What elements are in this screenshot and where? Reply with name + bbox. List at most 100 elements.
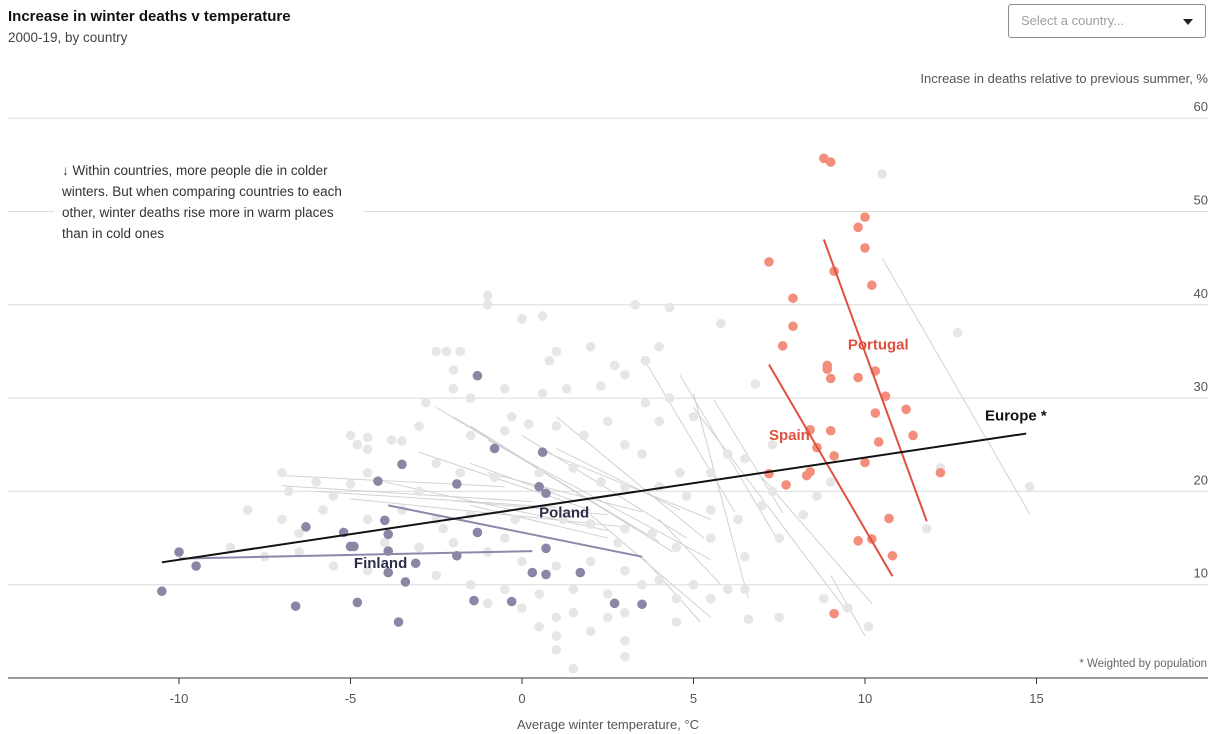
finland-point [393,617,404,627]
poland-point [541,488,551,499]
country-point [551,631,562,641]
country-point [482,300,493,310]
country-point [294,528,304,539]
europe-label: Europe * [985,407,1047,424]
country-point [654,575,664,585]
country-point [620,565,630,576]
y-tick-label: 60 [1194,99,1208,114]
x-tick-label: -10 [170,691,189,706]
country-point [551,421,562,431]
spain-trend-line [768,364,894,577]
country-point [596,381,606,391]
country-point [620,607,630,618]
spain-point [788,293,798,304]
finland-point [352,597,363,608]
country-point [551,346,562,357]
country-point [414,486,424,497]
x-tick-label: 5 [690,691,697,706]
country-select[interactable]: Select a country... [1008,4,1206,38]
annotation-line-1: ↓ Within countries, more people die in c… [62,163,328,178]
annotation-line-2: winters. But when comparing countries to… [61,184,342,199]
country-point [465,509,476,520]
country-point [362,467,373,478]
country-trend-line [641,355,736,513]
poland-point [637,599,647,610]
country-point [277,514,287,525]
x-axis-label: Average winter temperature, °C [517,717,699,732]
country-point [524,419,534,430]
country-point [448,383,459,394]
y-tick-label: 20 [1194,472,1208,487]
finland-point [191,561,201,571]
country-point [362,565,373,576]
country-trend-line [556,448,681,511]
country-point [455,346,466,357]
portugal-point [887,550,898,561]
country-point [740,453,750,464]
country-point [352,439,363,450]
finland-label: Finland [354,555,407,572]
poland-point [383,529,394,540]
country-point [740,584,750,595]
portugal-point [935,467,946,478]
portugal-trend-line [822,239,928,522]
country-point [812,491,822,501]
country-point [750,379,761,389]
country-point [431,346,442,357]
spain-point [801,470,812,481]
country-point [283,486,294,497]
country-point [441,346,452,357]
country-point [877,169,887,179]
country-point [534,621,544,632]
country-trend-line [693,393,749,599]
country-point [517,603,527,613]
chart-subtitle: 2000-19, by country [8,30,128,45]
country-point [362,432,373,443]
country-trend-line [761,477,873,604]
poland-point [469,595,479,606]
country-point [465,393,476,403]
portugal-point [822,360,833,371]
country-point [630,300,640,310]
finland-point [383,567,394,578]
country-point [921,523,932,534]
portugal-label: Portugal [848,337,909,354]
country-point [551,645,562,655]
finland-point [290,601,301,611]
country-point [640,355,651,366]
country-point [952,327,963,338]
country-trend-line [881,257,1031,515]
spain-point [764,257,774,267]
country-point [716,318,726,329]
country-trend-line [316,490,557,508]
country-select-placeholder: Select a country... [1021,13,1125,28]
portugal-point [853,222,863,233]
portugal-point [860,212,870,222]
spain-point [777,341,788,351]
spain-point [825,425,836,436]
country-trend-line [281,485,533,503]
y-tick-label: 50 [1194,193,1208,208]
country-point [431,458,442,469]
country-point [578,430,589,441]
poland-point [373,476,383,486]
country-point [500,584,510,595]
country-point [517,556,527,567]
country-point [345,479,356,489]
poland-point [541,543,551,554]
country-point [551,561,562,571]
country-point [664,302,675,313]
country-point [602,612,613,623]
country-point [819,593,829,604]
country-point [386,435,397,445]
country-point [602,589,613,599]
country-point [414,542,424,553]
down-arrow-icon: ↓ [62,163,69,178]
portugal-point [880,391,891,402]
chart-title: Increase in winter deaths v temperature [8,8,291,25]
country-point [681,491,692,501]
country-point [609,360,620,371]
country-point [705,467,716,478]
country-point [647,528,658,539]
